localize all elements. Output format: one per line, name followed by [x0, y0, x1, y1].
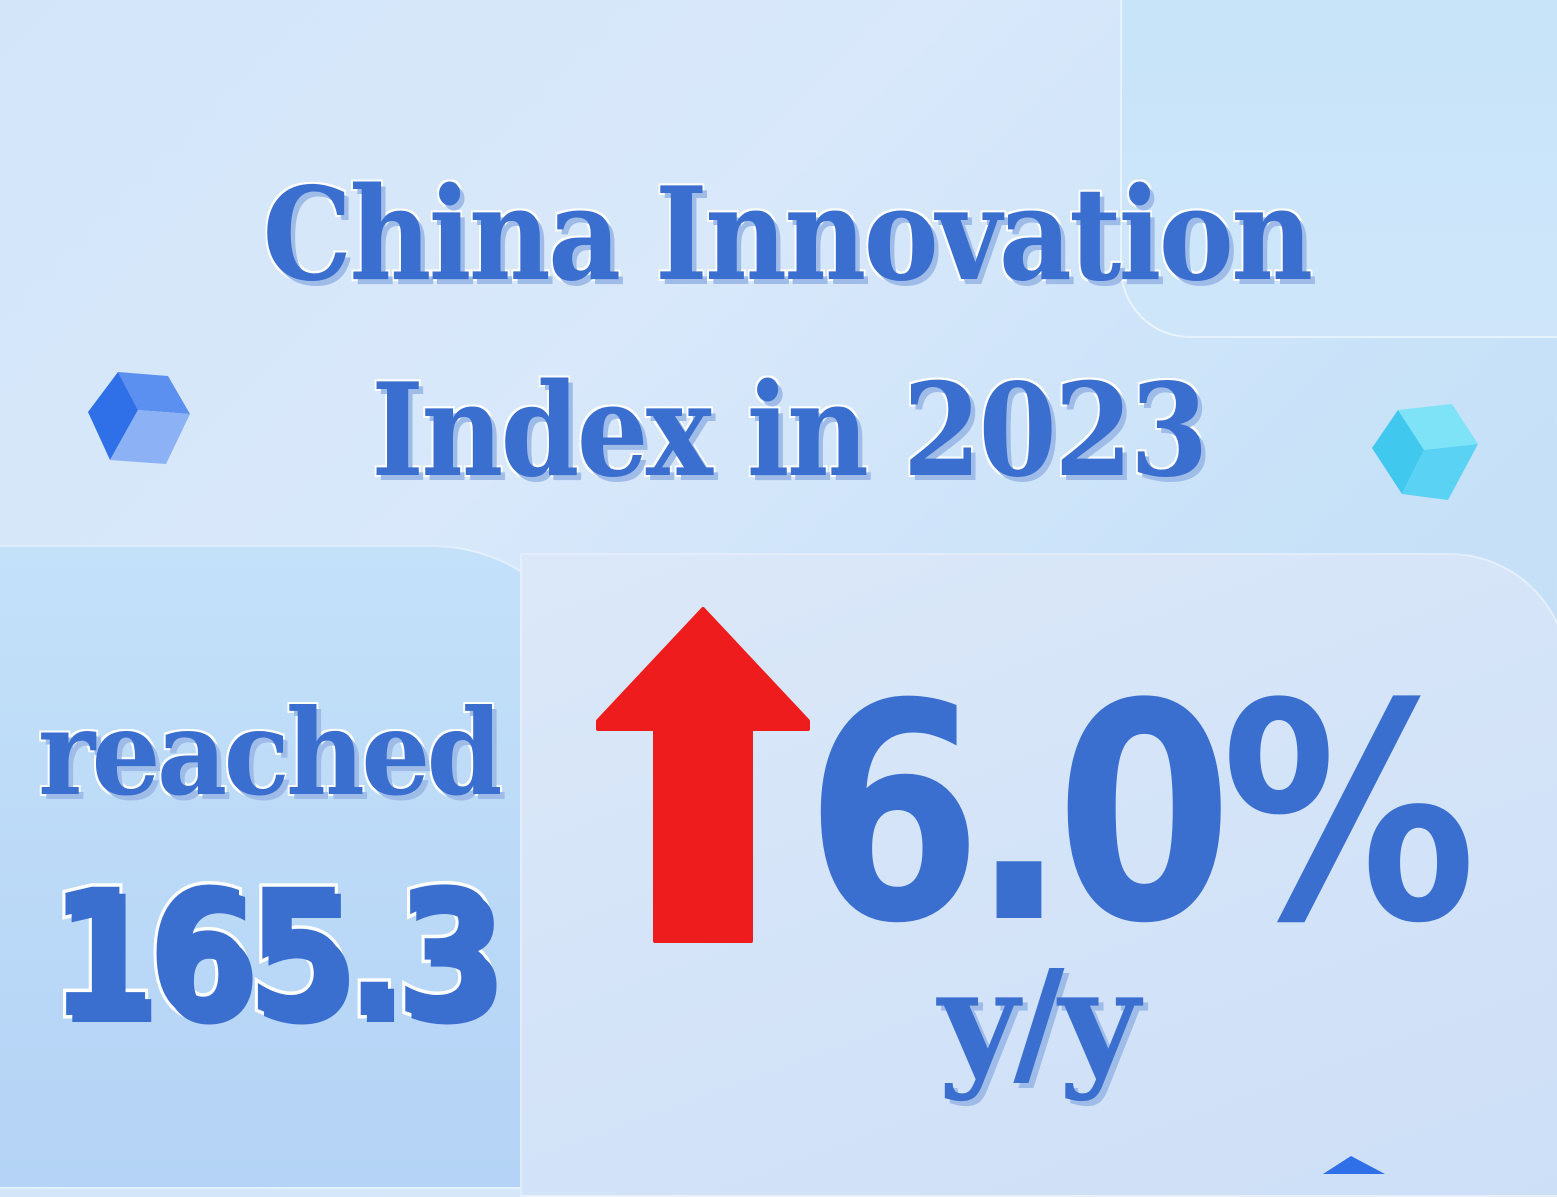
stat-value: 165.3	[45, 849, 506, 1061]
cube-icon-bottom	[1323, 1156, 1385, 1174]
growth-value: 6.0%	[805, 640, 1477, 989]
stat-label: reached	[38, 683, 503, 822]
title-line-2: Index in 2023	[371, 356, 1208, 506]
decorative-panel-top-right	[1120, 0, 1557, 338]
title-line-1: China Innovation	[262, 160, 1313, 310]
growth-unit: y/y	[938, 940, 1140, 1104]
up-arrow-icon	[596, 607, 810, 943]
stat-panel	[0, 545, 602, 1189]
cube-icon-right	[1372, 404, 1478, 500]
cube-icon-left	[88, 372, 190, 464]
